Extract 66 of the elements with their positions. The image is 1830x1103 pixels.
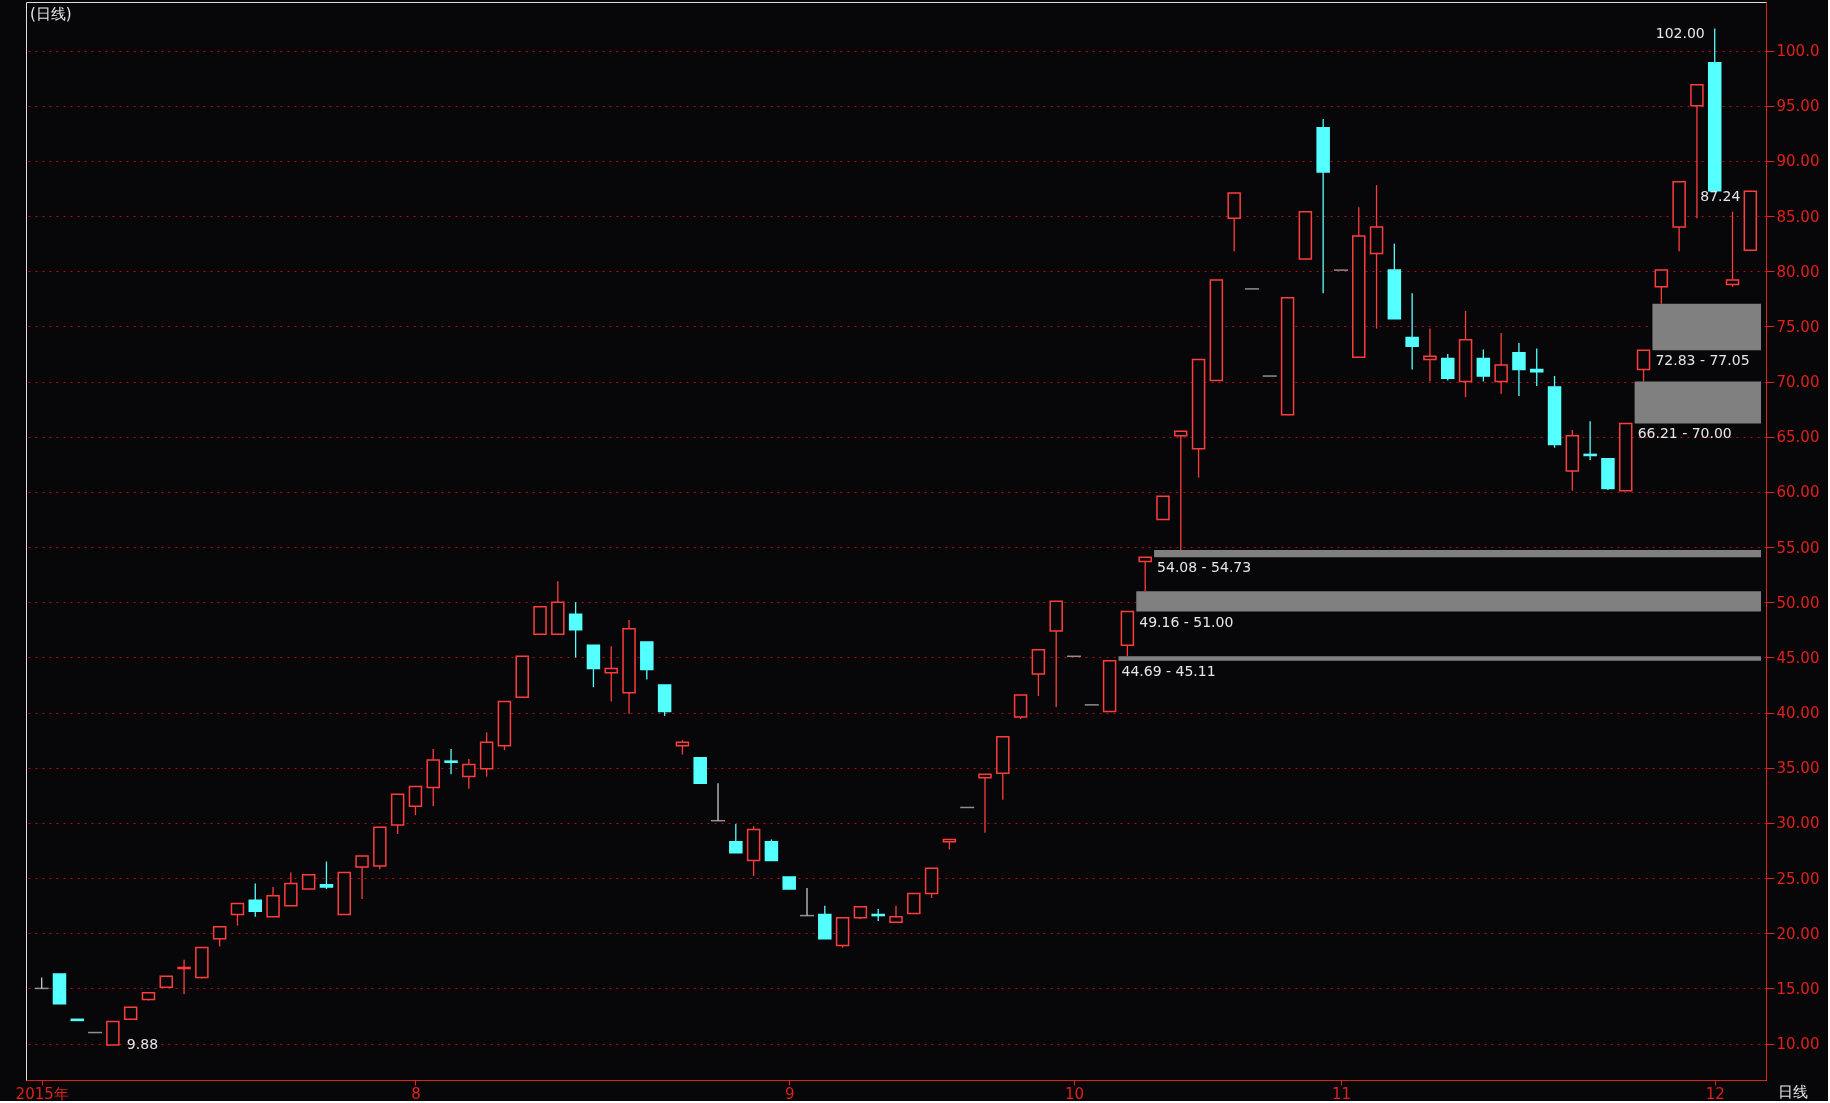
y-tick-label: 100.0 (1776, 42, 1820, 61)
candlestick (568, 601, 583, 659)
x-tick-label: 2015年 (15, 1084, 69, 1103)
chart-title: (日线) (30, 5, 72, 23)
candlestick (889, 905, 903, 923)
y-tick-label: 85.00 (1776, 207, 1820, 226)
band-label: 72.83 - 77.05 (1655, 352, 1750, 369)
band-label: 54.08 - 54.73 (1157, 559, 1252, 576)
y-tick-label: 70.00 (1776, 373, 1820, 392)
candlestick (907, 892, 921, 915)
candlestick (106, 1020, 120, 1046)
candlestick (248, 882, 263, 918)
candlestick (1512, 342, 1526, 397)
y-tick-label: 50.00 (1776, 593, 1820, 612)
x-tick-label: 12 (1705, 1084, 1725, 1103)
candlestick (764, 838, 779, 862)
candlestick (1636, 349, 1651, 383)
candlestick (1423, 327, 1437, 383)
y-tick-label: 80.00 (1776, 262, 1820, 281)
y-tick-label: 90.00 (1776, 152, 1820, 171)
y-tick-label: 45.00 (1776, 648, 1820, 667)
candlestick (1405, 292, 1419, 371)
candlestick (1494, 332, 1508, 395)
candlestick (1654, 269, 1669, 305)
x-tick-label: 11 (1331, 1084, 1352, 1103)
annotation: 102.00 (1655, 25, 1705, 42)
y-tick-label: 20.00 (1776, 924, 1820, 943)
x-tick-label: 10 (1064, 1084, 1085, 1103)
candlestick (319, 860, 334, 890)
y-tick-label: 55.00 (1776, 538, 1820, 557)
y-tick-label: 95.00 (1776, 97, 1820, 116)
candlestick (1174, 430, 1188, 551)
candlestick (729, 823, 743, 854)
candlestick (266, 886, 280, 918)
y-tick-label: 40.00 (1776, 704, 1820, 723)
candlestick (462, 758, 476, 790)
candlestick (1725, 210, 1740, 288)
candlestick (1441, 353, 1455, 382)
candlestick (1013, 694, 1028, 720)
candlestick (408, 785, 423, 816)
y-tick-label: 15.00 (1776, 979, 1820, 998)
y-tick-label: 75.00 (1776, 317, 1820, 336)
candlestick (1476, 348, 1491, 383)
candlestick (355, 855, 369, 900)
candlestick (212, 925, 227, 948)
y-tick-label: 35.00 (1776, 759, 1820, 778)
y-tick-label: 65.00 (1776, 428, 1820, 447)
text: 日线 (1778, 1083, 1808, 1101)
band-label: 44.69 - 45.11 (1121, 662, 1216, 679)
candlestick (230, 902, 245, 927)
y-tick-label: 25.00 (1776, 869, 1820, 888)
y-tick-label: 60.00 (1776, 483, 1820, 502)
candlestick (604, 645, 618, 703)
band-label: 49.16 - 51.00 (1139, 613, 1234, 630)
candlestick (284, 871, 298, 907)
y-tick-label: 30.00 (1776, 814, 1820, 833)
band-label: 66.21 - 70.00 (1637, 425, 1732, 442)
candlestick (1138, 556, 1152, 592)
x-tick-label: 9 (784, 1084, 795, 1103)
x-tick-label: 8 (411, 1084, 421, 1103)
candlestick (444, 748, 458, 776)
candlestick (1156, 495, 1170, 521)
candlestick (586, 644, 601, 688)
y-tick-label: 10.00 (1776, 1035, 1820, 1054)
annotation: 87.24 (1700, 188, 1741, 205)
annotation: 9.88 (126, 1035, 159, 1052)
